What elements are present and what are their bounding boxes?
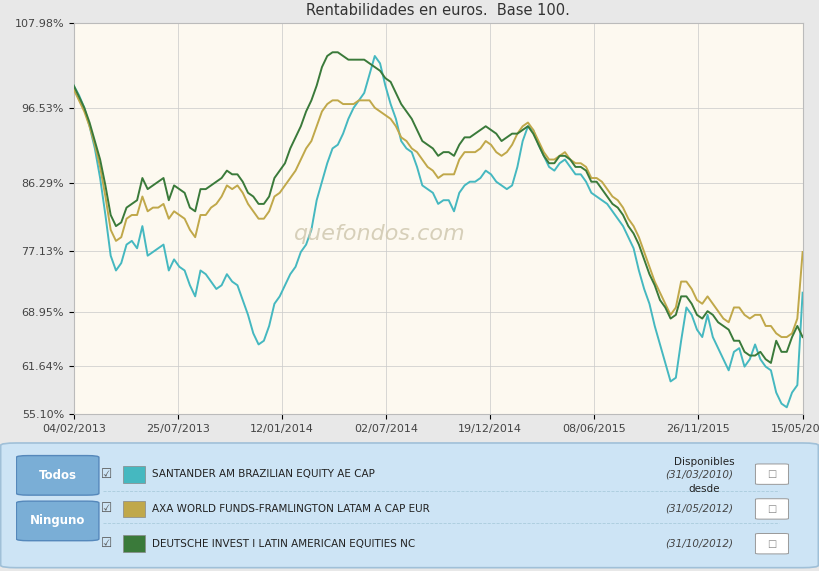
- Text: desde: desde: [689, 484, 720, 494]
- Text: (31/05/2012): (31/05/2012): [665, 504, 733, 514]
- Text: □: □: [767, 469, 776, 479]
- Text: □: □: [767, 504, 776, 514]
- FancyBboxPatch shape: [755, 464, 789, 484]
- FancyBboxPatch shape: [16, 501, 99, 541]
- Bar: [123, 466, 144, 482]
- FancyBboxPatch shape: [755, 533, 789, 554]
- FancyBboxPatch shape: [16, 456, 99, 495]
- Text: ☑: ☑: [102, 537, 112, 550]
- FancyBboxPatch shape: [1, 443, 818, 568]
- Text: AXA WORLD FUNDS-FRAMLINGTON LATAM A CAP EUR: AXA WORLD FUNDS-FRAMLINGTON LATAM A CAP …: [152, 504, 429, 514]
- Text: □: □: [767, 538, 776, 549]
- Text: (31/10/2012): (31/10/2012): [665, 538, 733, 549]
- Text: DEUTSCHE INVEST I LATIN AMERICAN EQUITIES NC: DEUTSCHE INVEST I LATIN AMERICAN EQUITIE…: [152, 538, 415, 549]
- Text: ☑: ☑: [102, 502, 112, 516]
- Text: quefondos.com: quefondos.com: [294, 224, 466, 244]
- Text: Todos: Todos: [38, 469, 77, 482]
- Text: (31/03/2010): (31/03/2010): [665, 469, 733, 479]
- Text: Disponibles: Disponibles: [674, 457, 735, 468]
- Text: Ninguno: Ninguno: [30, 514, 85, 528]
- Text: ☑: ☑: [102, 468, 112, 481]
- Bar: [123, 536, 144, 552]
- Bar: [123, 501, 144, 517]
- FancyBboxPatch shape: [755, 498, 789, 519]
- Title: Rentabilidades en euros.  Base 100.: Rentabilidades en euros. Base 100.: [306, 2, 570, 18]
- Text: SANTANDER AM BRAZILIAN EQUITY AE CAP: SANTANDER AM BRAZILIAN EQUITY AE CAP: [152, 469, 374, 479]
